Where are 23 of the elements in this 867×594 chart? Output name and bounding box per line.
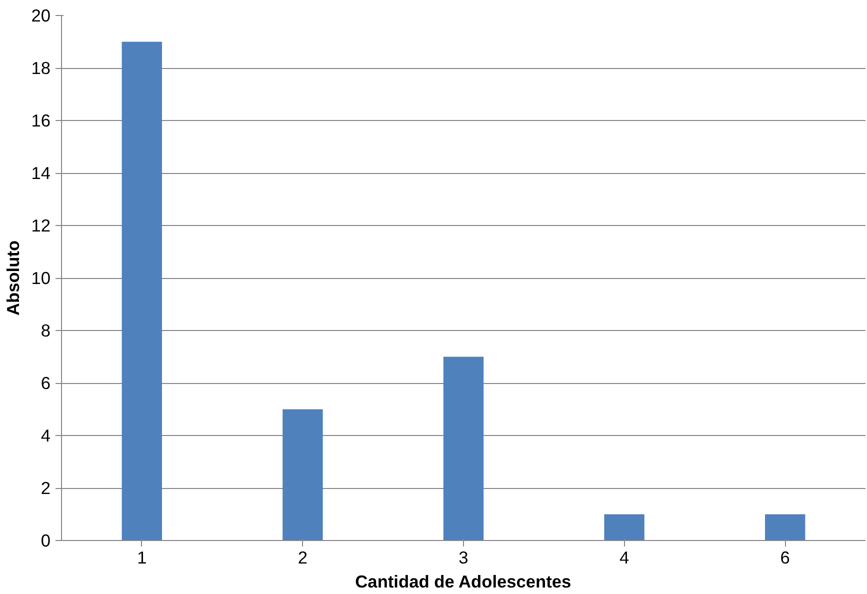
y-tick-label: 10 bbox=[31, 268, 51, 288]
y-tick-label: 12 bbox=[31, 216, 51, 236]
bar bbox=[443, 356, 484, 540]
x-tick-label: 6 bbox=[780, 548, 790, 568]
x-tick-label: 2 bbox=[298, 548, 308, 568]
y-tick-label: 8 bbox=[40, 320, 51, 340]
bar bbox=[282, 409, 323, 540]
y-tick-label: 6 bbox=[40, 373, 51, 393]
bar bbox=[604, 514, 644, 540]
bar bbox=[122, 42, 162, 540]
x-axis-title: Cantidad de Adolescentes bbox=[355, 572, 572, 592]
y-tick-label: 16 bbox=[31, 110, 51, 130]
y-tick-label: 4 bbox=[40, 426, 51, 446]
x-tick-label: 1 bbox=[137, 548, 147, 568]
y-axis-title: Absoluto bbox=[3, 240, 24, 316]
y-tick-label: 14 bbox=[31, 163, 51, 183]
y-tick-label: 2 bbox=[40, 478, 51, 498]
x-tick-label: 4 bbox=[619, 548, 630, 568]
y-tick-label: 20 bbox=[31, 6, 51, 26]
bar bbox=[765, 514, 806, 540]
y-tick-label: 18 bbox=[31, 58, 51, 78]
x-tick-label: 3 bbox=[458, 548, 468, 568]
y-tick-label: 0 bbox=[40, 530, 51, 550]
